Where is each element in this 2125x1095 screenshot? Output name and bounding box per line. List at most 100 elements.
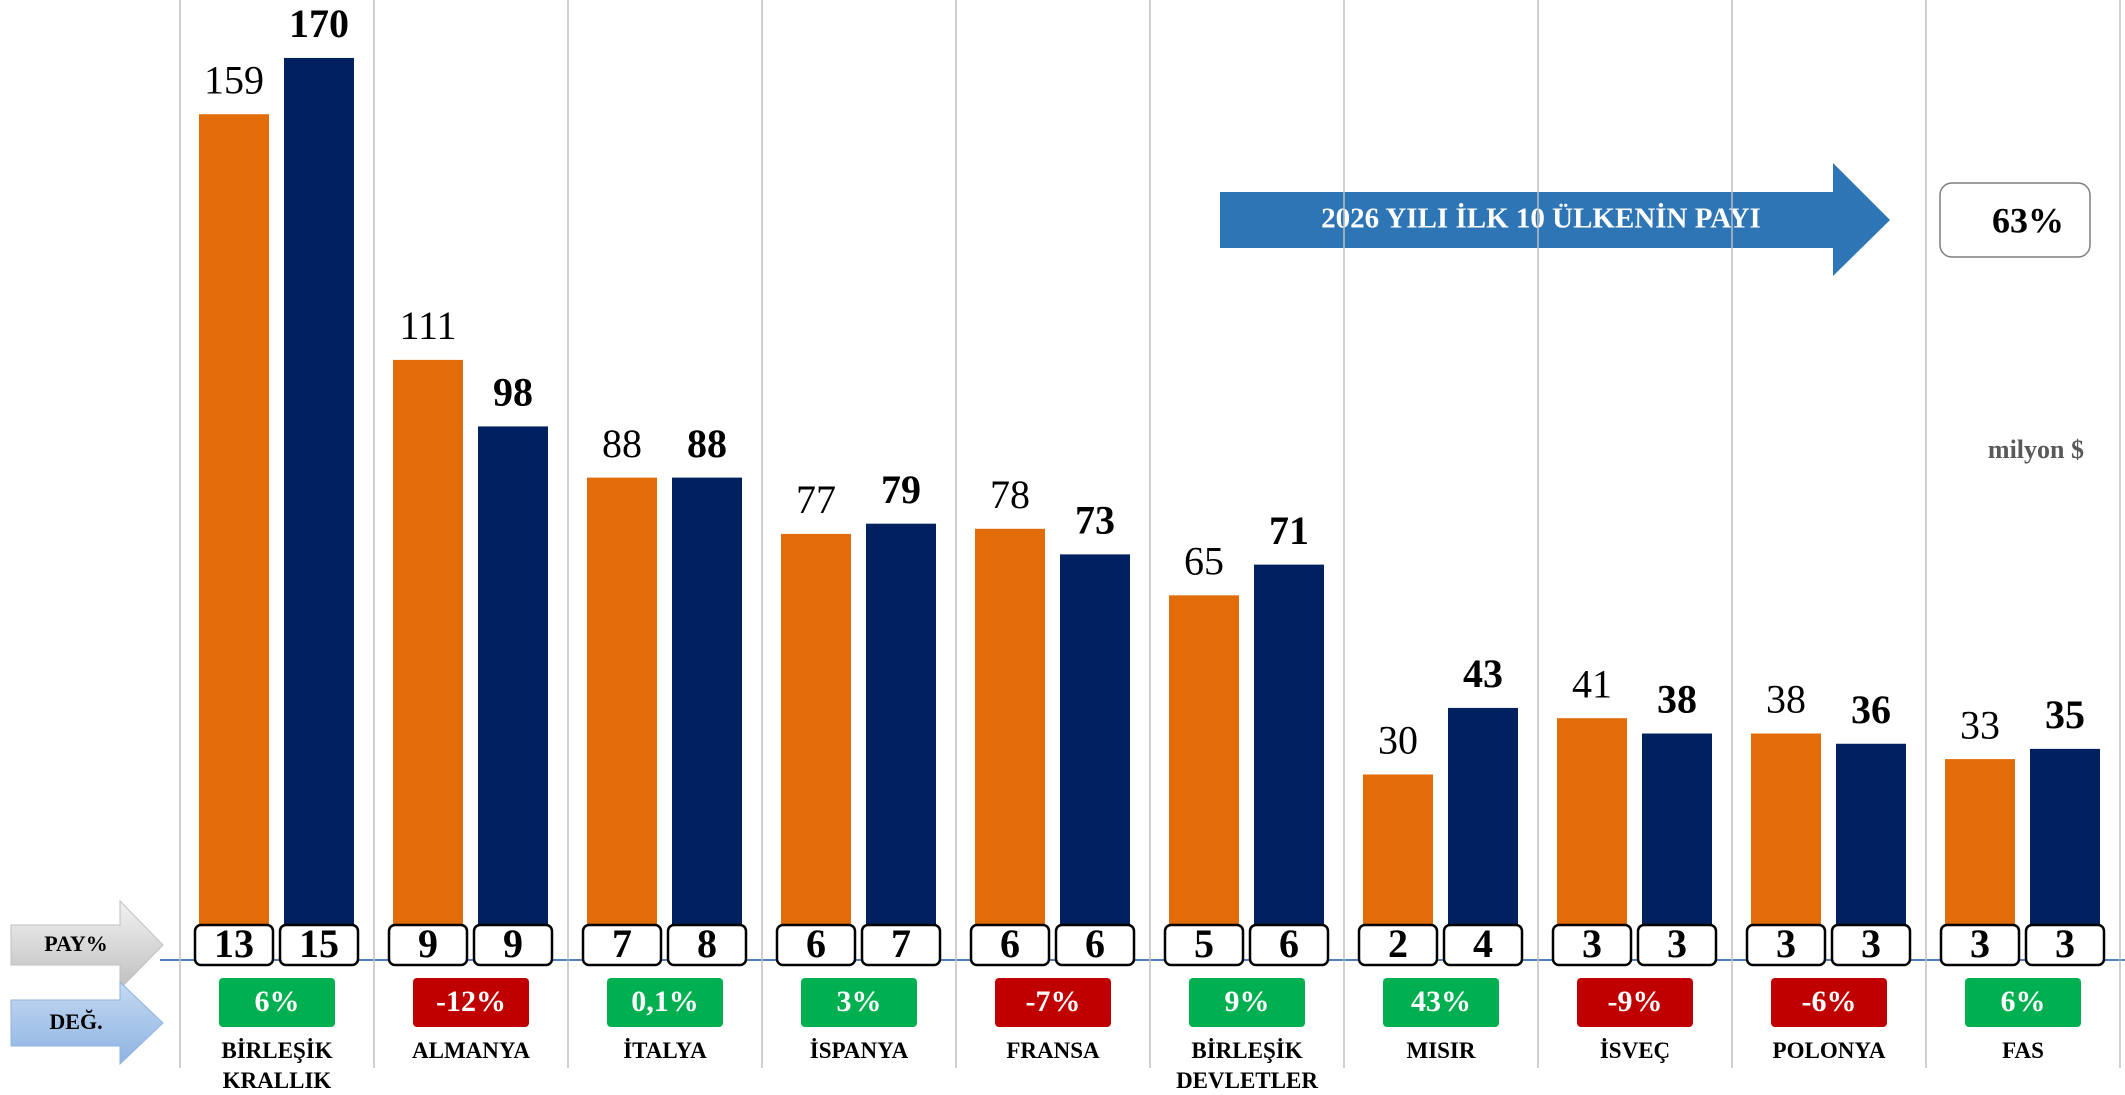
bar bbox=[284, 57, 354, 928]
annotation-value: 63% bbox=[1992, 200, 2064, 240]
bar bbox=[1642, 733, 1712, 928]
bar bbox=[1945, 759, 2015, 928]
share-value: 8 bbox=[697, 921, 717, 966]
share-box bbox=[1830, 923, 1912, 967]
share-value: 3 bbox=[1861, 921, 1881, 966]
bar bbox=[478, 426, 548, 928]
share-value: 7 bbox=[612, 921, 632, 966]
share-value: 9 bbox=[418, 921, 438, 966]
annotation-arrow bbox=[1220, 163, 1890, 276]
share-label: PAY% bbox=[44, 931, 108, 956]
share-value: 6 bbox=[1000, 921, 1020, 966]
share-box bbox=[666, 923, 748, 967]
share-box bbox=[969, 923, 1051, 967]
value-label: 65 bbox=[1184, 539, 1224, 584]
share-box bbox=[1939, 923, 2021, 967]
value-label: 73 bbox=[1075, 498, 1115, 543]
share-value: 4 bbox=[1473, 921, 1493, 966]
bar bbox=[1836, 743, 1906, 928]
share-value: 5 bbox=[1194, 921, 1214, 966]
share-box bbox=[1054, 923, 1136, 967]
value-label: 111 bbox=[399, 303, 456, 348]
change-badge bbox=[413, 978, 529, 1027]
bar bbox=[672, 477, 742, 928]
change-label: 3% bbox=[837, 985, 882, 1018]
value-label: 43 bbox=[1463, 651, 1503, 696]
share-value: 6 bbox=[1279, 921, 1299, 966]
change-label: DEĞ. bbox=[49, 1009, 102, 1034]
share-value: 2 bbox=[1388, 921, 1408, 966]
share-value: 3 bbox=[1776, 921, 1796, 966]
change-badge bbox=[1771, 978, 1887, 1027]
share-value: 6 bbox=[1085, 921, 1105, 966]
share-box bbox=[193, 923, 275, 967]
value-label: 79 bbox=[881, 467, 921, 512]
value-label: 98 bbox=[493, 370, 533, 415]
value-label: 35 bbox=[2045, 692, 2085, 737]
share-box bbox=[2024, 923, 2106, 967]
value-label: 71 bbox=[1269, 508, 1309, 553]
share-box bbox=[1357, 923, 1439, 967]
category-label: POLONYA bbox=[1772, 1038, 1886, 1063]
bar bbox=[781, 533, 851, 928]
change-badge bbox=[1965, 978, 2081, 1027]
bar bbox=[2030, 748, 2100, 928]
category-label: İTALYA bbox=[623, 1038, 707, 1063]
share-arrow bbox=[10, 899, 164, 991]
change-label: 9% bbox=[1225, 985, 1270, 1018]
change-badge bbox=[1383, 978, 1499, 1027]
change-label: -9% bbox=[1608, 985, 1663, 1018]
share-value: 9 bbox=[503, 921, 523, 966]
category-label: FAS bbox=[2002, 1038, 2044, 1063]
share-value: 13 bbox=[214, 921, 254, 966]
change-badge bbox=[801, 978, 917, 1027]
annotation-box bbox=[1939, 182, 2091, 258]
share-value: 3 bbox=[1970, 921, 1990, 966]
change-label: 43% bbox=[1411, 985, 1471, 1018]
annotation: 2026 YILI İLK 10 ÜLKENİN PAYI bbox=[1321, 202, 1761, 235]
bar bbox=[1060, 554, 1130, 928]
share-box bbox=[1551, 923, 1633, 967]
share-box bbox=[1163, 923, 1245, 967]
share-box bbox=[860, 923, 942, 967]
category-label: FRANSA bbox=[1006, 1038, 1100, 1063]
share-box bbox=[1636, 923, 1718, 967]
category-label: BİRLEŞİK DEVLETLER bbox=[1176, 1038, 1318, 1093]
share-box bbox=[775, 923, 857, 967]
value-label: 88 bbox=[602, 421, 642, 466]
category-label: ALMANYA bbox=[412, 1038, 530, 1063]
category-label: İSPANYA bbox=[809, 1038, 909, 1063]
share-value: 3 bbox=[1582, 921, 1602, 966]
share-box bbox=[472, 923, 554, 967]
bar bbox=[1448, 707, 1518, 928]
bar bbox=[1254, 564, 1324, 928]
change-badge bbox=[607, 978, 723, 1027]
value-label: 38 bbox=[1766, 677, 1806, 722]
share-box bbox=[1248, 923, 1330, 967]
change-label: 6% bbox=[2001, 985, 2046, 1018]
value-label: 77 bbox=[796, 477, 836, 522]
share-value: 7 bbox=[891, 921, 911, 966]
change-label: 6% bbox=[255, 985, 300, 1018]
value-label: 78 bbox=[990, 472, 1030, 517]
share-value: 3 bbox=[2055, 921, 2075, 966]
change-badge bbox=[1189, 978, 1305, 1027]
bar bbox=[393, 359, 463, 929]
category-label: MISIR bbox=[1406, 1038, 1476, 1063]
value-label: 41 bbox=[1572, 661, 1612, 706]
value-label: 33 bbox=[1960, 702, 2000, 747]
change-label: 0,1% bbox=[631, 985, 699, 1018]
bar bbox=[866, 523, 936, 928]
bar bbox=[587, 477, 657, 928]
bar bbox=[975, 528, 1045, 928]
bar bbox=[1169, 595, 1239, 928]
share-value: 6 bbox=[806, 921, 826, 966]
value-label: 38 bbox=[1657, 677, 1697, 722]
category-label: İSVEÇ bbox=[1599, 1038, 1671, 1063]
share-value: 15 bbox=[299, 921, 339, 966]
share-box bbox=[278, 923, 360, 967]
value-label: 170 bbox=[289, 1, 349, 46]
bar bbox=[1557, 718, 1627, 928]
change-label: -12% bbox=[436, 985, 506, 1018]
